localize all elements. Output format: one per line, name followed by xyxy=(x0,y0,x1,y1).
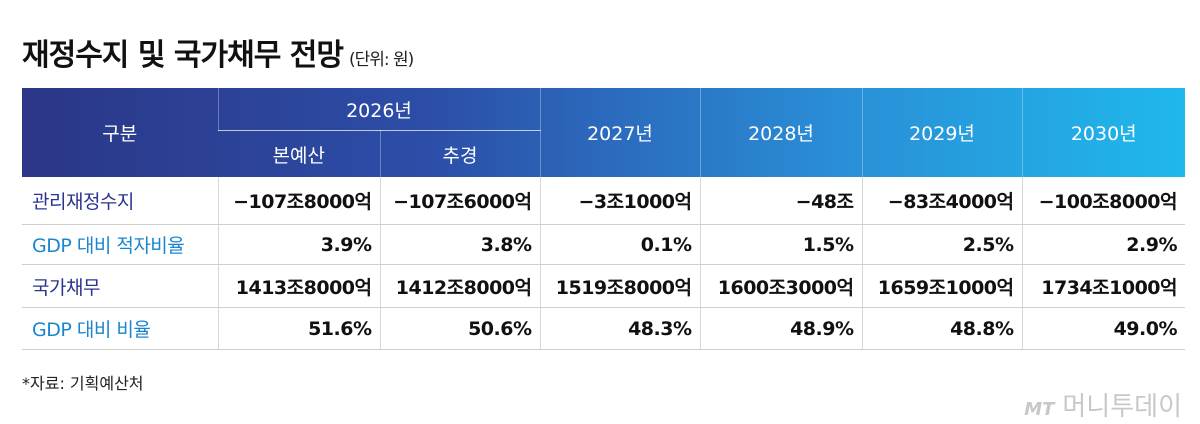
header-cell: 2027년 xyxy=(539,88,700,177)
row-label: GDP 대비 비율 xyxy=(22,307,218,350)
header-row: 구분 2026년 2027년 2028년 2029년 2030년 xyxy=(22,88,1185,177)
cell: 51.6% xyxy=(217,307,380,350)
header-cell: 본예산 xyxy=(272,144,325,167)
title: 재정수지 및 국가채무 전망 xyxy=(22,38,344,73)
cell: −83조4000억 xyxy=(861,177,1022,225)
cell: 48.3% xyxy=(539,307,700,350)
watermark-name: 머니투데이 xyxy=(1062,392,1182,422)
header-cell: 추경 xyxy=(379,130,540,177)
table: 구분 2026년 2027년 2028년 2029년 2030년 본예산 추경 … xyxy=(22,88,1185,350)
header-cell: 2026년 xyxy=(217,88,540,131)
header-cell: 2028년 xyxy=(699,88,862,177)
cell: 1734조1000억 xyxy=(1021,264,1185,308)
cell: 1600조3000억 xyxy=(699,264,862,308)
cell: −3조1000억 xyxy=(539,177,700,225)
cell: 0.1% xyxy=(539,224,700,265)
cell: −107조6000억 xyxy=(379,177,540,225)
table-row: 국가채무 1413조8000억 1412조8000억 1519조8000억 1600조3… xyxy=(22,264,1185,308)
cell: 2.9% xyxy=(1021,224,1185,265)
cell: 49.0% xyxy=(1021,307,1185,350)
title-block: 재정수지 및 국가채무 전망 (단위: 원) xyxy=(22,30,414,74)
watermark-logo: MT xyxy=(1024,399,1055,420)
cell: 2.5% xyxy=(861,224,1022,265)
header-cell: 구분 xyxy=(102,123,138,145)
header-cell: 2030년 xyxy=(1021,88,1185,177)
table-row: GDP 대비 비율 51.6% 50.6% 48.3% 48.9% 48.8% 49.0% xyxy=(22,307,1185,350)
unit: (단위: 원) xyxy=(348,50,414,70)
row-label: 관리재정수지 xyxy=(22,177,218,225)
header-cell: 2029년 xyxy=(861,88,1022,177)
cell: −100조8000억 xyxy=(1021,177,1185,225)
cell: 3.9% xyxy=(217,224,380,265)
row-label: 국가채무 xyxy=(22,264,218,308)
cell: 1.5% xyxy=(699,224,862,265)
row-label: GDP 대비 적자비율 xyxy=(22,224,218,265)
source: *자료: 기획예산처 xyxy=(22,374,144,393)
table-header: 구분 2026년 2027년 2028년 2029년 2030년 본예산 추경 xyxy=(22,88,1185,177)
table-row: 관리재정수지 −107조8000억 −107조6000억 −3조1000억 −48조 −8… xyxy=(22,177,1185,225)
cell: 48.8% xyxy=(861,307,1022,350)
cell: 1413조8000억 xyxy=(217,264,380,308)
cell: 3.8% xyxy=(379,224,540,265)
cell: 48.9% xyxy=(699,307,862,350)
cell: −48조 xyxy=(699,177,862,225)
watermark: MT 머니투데이 xyxy=(1024,386,1182,423)
table-row: GDP 대비 적자비율 3.9% 3.8% 0.1% 1.5% 2.5% 2.9% xyxy=(22,224,1185,265)
table-body: 관리재정수지 −107조8000억 −107조6000억 −3조1000억 −48조 −8… xyxy=(22,177,1185,350)
cell: 1519조8000억 xyxy=(539,264,700,308)
header-row: 본예산 추경 xyxy=(22,130,1185,177)
cell: 1659조1000억 xyxy=(861,264,1022,308)
cell: −107조8000억 xyxy=(217,177,380,225)
cell: 50.6% xyxy=(379,307,540,350)
cell: 1412조8000억 xyxy=(379,264,540,308)
